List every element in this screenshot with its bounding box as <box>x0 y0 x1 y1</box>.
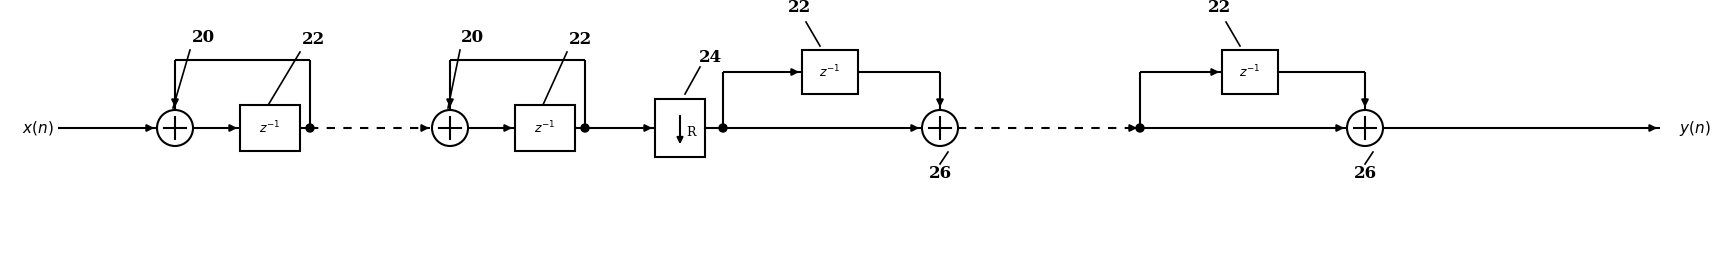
Circle shape <box>157 110 194 146</box>
Text: $z^{-1}$: $z^{-1}$ <box>534 120 555 136</box>
Text: 26: 26 <box>928 165 951 183</box>
Text: R: R <box>686 125 695 138</box>
Circle shape <box>922 110 958 146</box>
Circle shape <box>1136 124 1145 132</box>
Text: $z^{-1}$: $z^{-1}$ <box>820 64 840 80</box>
Text: 20: 20 <box>192 29 214 47</box>
Circle shape <box>432 110 469 146</box>
Text: 22: 22 <box>1209 0 1231 16</box>
Circle shape <box>306 124 315 132</box>
Text: $x(n)$: $x(n)$ <box>22 119 54 137</box>
Text: 22: 22 <box>788 0 811 16</box>
Text: 22: 22 <box>303 31 325 48</box>
Text: $z^{-1}$: $z^{-1}$ <box>259 120 280 136</box>
Text: 20: 20 <box>460 29 484 47</box>
Bar <box>240 105 301 151</box>
Text: 22: 22 <box>569 31 593 48</box>
Text: −: − <box>1366 110 1376 123</box>
Bar <box>802 50 858 94</box>
Text: −: − <box>941 110 951 123</box>
Circle shape <box>1347 110 1383 146</box>
Text: $z^{-1}$: $z^{-1}$ <box>1240 64 1260 80</box>
Bar <box>1222 50 1278 94</box>
Text: $y(n)$: $y(n)$ <box>1679 119 1710 137</box>
Text: +: + <box>922 125 932 138</box>
Circle shape <box>719 124 726 132</box>
Circle shape <box>581 124 590 132</box>
Bar <box>515 105 576 151</box>
Text: 24: 24 <box>699 48 721 66</box>
Text: +: + <box>1347 125 1357 138</box>
Text: 26: 26 <box>1354 165 1376 183</box>
Bar <box>655 99 705 157</box>
